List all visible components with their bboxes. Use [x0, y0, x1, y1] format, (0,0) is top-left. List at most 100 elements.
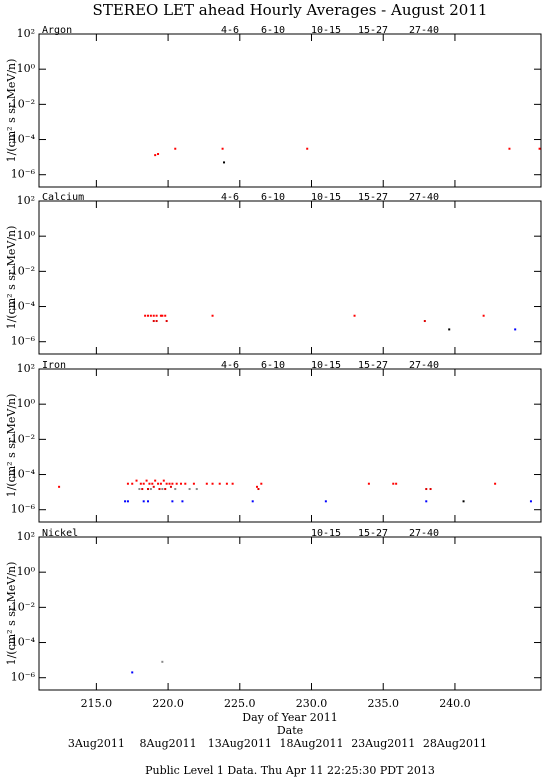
panel-title: Calcium — [42, 192, 84, 203]
data-point — [538, 147, 541, 150]
date-axis-label: Date — [277, 724, 303, 737]
legend-label: 15-27 — [358, 192, 388, 203]
data-point — [169, 485, 172, 488]
data-point — [164, 488, 167, 491]
data-point — [181, 500, 184, 503]
data-point — [154, 479, 157, 482]
y-tick-label: 10⁻⁴ — [11, 300, 36, 313]
data-point — [124, 500, 127, 503]
data-point — [175, 482, 178, 485]
data-point — [158, 488, 161, 491]
date-tick-label: 23Aug2011 — [351, 737, 415, 750]
data-point — [154, 154, 157, 157]
data-point — [218, 482, 221, 485]
legend-label: 15-27 — [358, 528, 388, 539]
y-tick-label: 10⁰ — [17, 565, 36, 578]
data-point — [155, 314, 158, 317]
y-tick-label: 10⁻² — [11, 600, 35, 613]
panel-title: Iron — [42, 360, 66, 371]
date-tick-label: 13Aug2011 — [208, 737, 272, 750]
y-tick-label: 10⁻⁴ — [11, 133, 36, 146]
legend-label: 4-6 — [221, 192, 239, 203]
data-point — [131, 482, 134, 485]
data-point — [256, 485, 259, 488]
data-point — [425, 488, 428, 491]
data-point — [142, 482, 145, 485]
data-point — [367, 482, 370, 485]
y-tick-label: 10⁰ — [17, 229, 36, 242]
data-point — [149, 314, 152, 317]
data-point — [257, 488, 260, 491]
data-point — [211, 482, 214, 485]
legend-label: 27-40 — [409, 25, 439, 36]
date-tick-label: 3Aug2011 — [68, 737, 125, 750]
data-point — [179, 482, 182, 485]
y-tick-label: 10⁻² — [11, 432, 35, 445]
data-point — [148, 482, 151, 485]
data-point — [462, 500, 465, 503]
data-point — [514, 328, 517, 331]
x-tick-label: 235.0 — [367, 697, 399, 710]
y-tick-label: 10⁻⁶ — [11, 168, 36, 181]
y-tick-label: 10⁰ — [17, 397, 36, 410]
legend-label: 4-6 — [221, 360, 239, 371]
y-tick-label: 10⁻⁴ — [11, 636, 36, 649]
legend-label: 15-27 — [358, 25, 388, 36]
data-point — [135, 479, 138, 482]
data-point — [168, 482, 171, 485]
data-point — [147, 488, 150, 491]
data-point — [138, 488, 141, 491]
data-point — [142, 500, 145, 503]
data-point — [221, 147, 224, 150]
data-point — [145, 479, 148, 482]
legend-label: 27-40 — [409, 360, 439, 371]
y-axis-label: 1/(cm² s sr MeV/n) — [5, 226, 18, 330]
y-tick-label: 10⁻⁶ — [11, 335, 36, 348]
y-tick-label: 10² — [17, 530, 35, 543]
data-point — [161, 314, 164, 317]
data-point — [171, 482, 174, 485]
plot-frame — [38, 368, 542, 523]
data-point — [126, 482, 129, 485]
date-tick-label: 18Aug2011 — [279, 737, 343, 750]
data-point — [306, 147, 309, 150]
data-point — [174, 488, 177, 491]
data-point — [139, 482, 142, 485]
y-axis-label: 1/(cm² s sr MeV/n) — [5, 562, 18, 666]
data-point — [165, 482, 168, 485]
y-tick-label: 10⁻⁶ — [11, 671, 36, 684]
data-point — [225, 482, 228, 485]
data-point — [494, 482, 497, 485]
data-point — [165, 320, 168, 323]
x-tick-label: 220.0 — [152, 697, 184, 710]
data-point — [188, 488, 191, 491]
legend-label: 6-10 — [261, 192, 285, 203]
data-point — [162, 479, 165, 482]
data-point — [195, 488, 198, 491]
x-axis-label: Day of Year 2011 — [242, 711, 337, 724]
data-point — [529, 500, 532, 503]
data-point — [482, 314, 485, 317]
legend-label: 6-10 — [261, 25, 285, 36]
data-point — [152, 314, 155, 317]
data-point — [157, 153, 160, 156]
legend-label: 27-40 — [409, 528, 439, 539]
data-point — [164, 314, 167, 317]
panel-title: Nickel — [42, 528, 78, 539]
data-point — [151, 482, 154, 485]
legend-label: 10-15 — [311, 528, 341, 539]
data-point — [211, 314, 214, 317]
legend-label: 15-27 — [358, 360, 388, 371]
data-point — [448, 328, 451, 331]
date-tick-label: 28Aug2011 — [423, 737, 487, 750]
x-tick-label: 230.0 — [296, 697, 328, 710]
x-tick-label: 225.0 — [224, 697, 256, 710]
data-point — [260, 482, 263, 485]
data-point — [161, 488, 164, 491]
plot-frame — [38, 200, 542, 355]
chart-title: STEREO LET ahead Hourly Averages - Augus… — [93, 1, 488, 19]
data-point — [149, 488, 152, 491]
data-point — [174, 147, 177, 150]
y-tick-label: 10⁻² — [11, 264, 35, 277]
y-tick-label: 10⁰ — [17, 62, 36, 75]
